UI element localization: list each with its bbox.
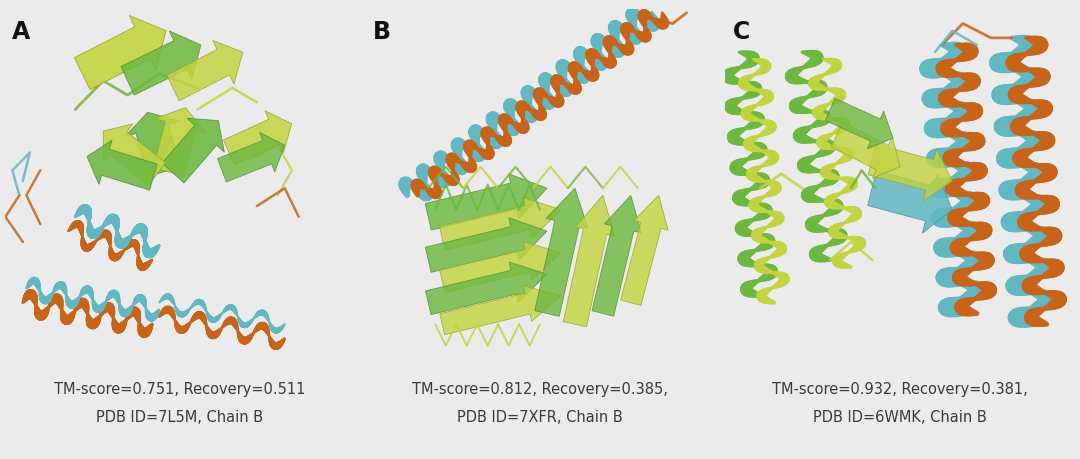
Polygon shape	[825, 98, 893, 149]
Text: TM-score=0.812, Recovery=0.385,: TM-score=0.812, Recovery=0.385,	[413, 381, 667, 397]
Polygon shape	[564, 196, 615, 327]
Text: TM-score=0.751, Recovery=0.511: TM-score=0.751, Recovery=0.511	[54, 381, 306, 397]
Polygon shape	[224, 111, 292, 165]
Polygon shape	[217, 132, 285, 182]
Polygon shape	[867, 171, 953, 233]
Polygon shape	[125, 112, 179, 176]
Text: B: B	[373, 20, 390, 44]
Polygon shape	[121, 31, 201, 95]
Text: A: A	[12, 20, 30, 44]
Polygon shape	[426, 218, 546, 272]
Polygon shape	[832, 122, 900, 179]
Text: PDB ID=7L5M, Chain B: PDB ID=7L5M, Chain B	[96, 410, 264, 425]
Polygon shape	[153, 108, 206, 176]
Text: PDB ID=7XFR, Chain B: PDB ID=7XFR, Chain B	[457, 410, 623, 425]
Text: TM-score=0.932, Recovery=0.381,: TM-score=0.932, Recovery=0.381,	[772, 381, 1028, 397]
Polygon shape	[162, 118, 225, 183]
Polygon shape	[86, 140, 158, 190]
Polygon shape	[868, 144, 953, 201]
Polygon shape	[621, 196, 669, 306]
Polygon shape	[592, 196, 642, 316]
Polygon shape	[426, 262, 546, 314]
Polygon shape	[104, 124, 165, 185]
Polygon shape	[535, 188, 588, 316]
Text: PDB ID=6WMK, Chain B: PDB ID=6WMK, Chain B	[813, 410, 987, 425]
Polygon shape	[75, 16, 166, 90]
Polygon shape	[440, 242, 561, 292]
Polygon shape	[440, 197, 561, 250]
Polygon shape	[440, 286, 561, 335]
Polygon shape	[166, 40, 243, 101]
Text: C: C	[732, 20, 750, 44]
Polygon shape	[426, 174, 546, 230]
